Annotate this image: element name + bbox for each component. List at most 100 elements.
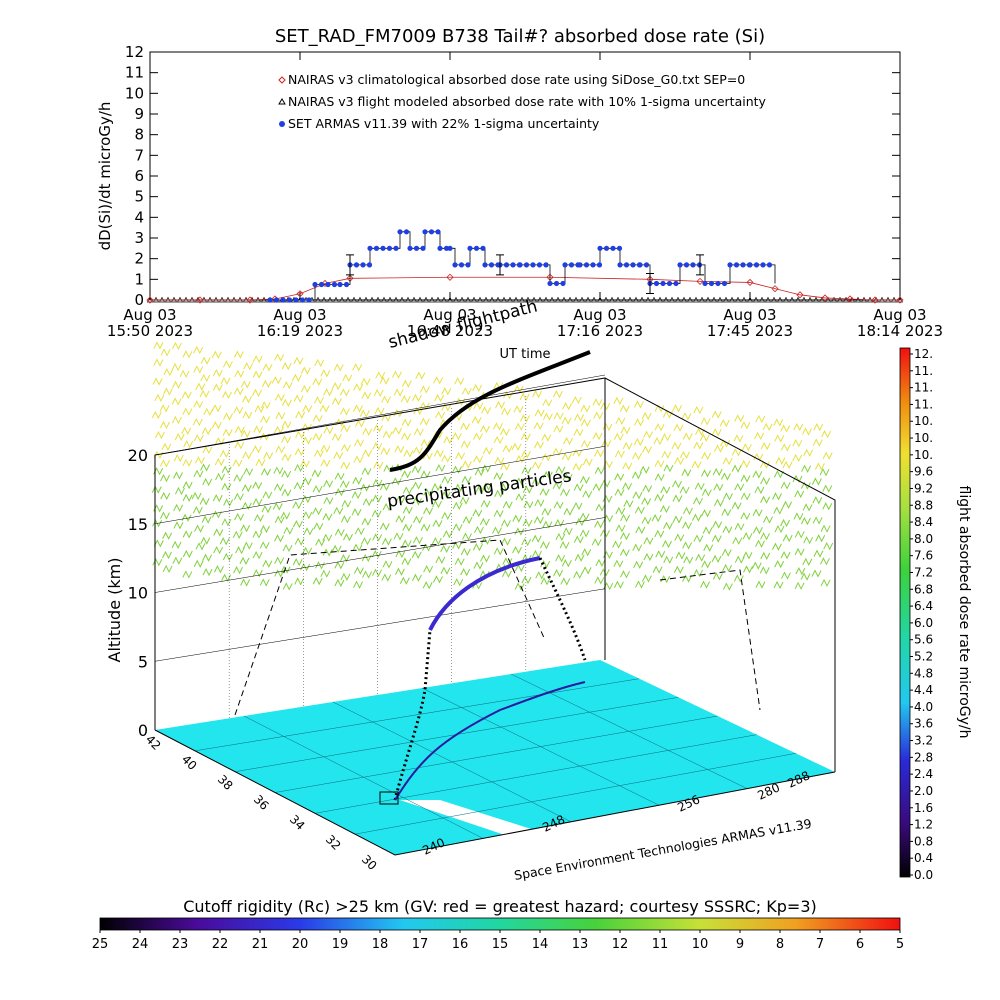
precip-mark [252, 551, 263, 560]
nairas-flight-point [704, 296, 712, 303]
nairas-flight-point [608, 296, 616, 303]
precip-mark [193, 433, 204, 443]
x-tick-date: Aug 03 [273, 306, 326, 324]
precip-mark [475, 486, 485, 495]
altitude-grid [154, 374, 606, 456]
precip-mark [339, 388, 350, 397]
precip-mark [742, 532, 753, 541]
precip-mark [454, 483, 465, 492]
rigidity-colorbar-tick-label: 24 [132, 937, 149, 952]
precip-mark [441, 475, 452, 485]
precip-mark [434, 393, 445, 403]
armas-point [560, 280, 566, 287]
precip-mark [679, 485, 690, 495]
precip-mark [654, 529, 665, 538]
latitude-tick-label: 38 [215, 772, 236, 793]
map-grid-line [274, 715, 718, 793]
rigidity-colorbar-tick-label: 11 [652, 937, 669, 952]
precip-mark [213, 545, 224, 555]
precip-mark [521, 575, 532, 585]
precip-mark [200, 463, 211, 472]
precip-mark [499, 427, 510, 437]
precip-mark [555, 532, 566, 542]
precip-mark [342, 373, 353, 383]
precip-mark [711, 534, 722, 543]
precip-mark [275, 445, 286, 454]
nairas-flight-point [686, 296, 694, 303]
precip-mark [732, 536, 743, 545]
precip-mark [331, 381, 342, 391]
dose-colorbar-label: flight absorbed dose rate microGy/h [956, 486, 972, 739]
precip-mark [561, 416, 572, 425]
precip-mark [703, 543, 714, 552]
armas-point [760, 262, 766, 268]
armas-point [447, 245, 453, 251]
precip-mark [461, 387, 472, 396]
precip-mark [221, 465, 232, 474]
precip-mark [193, 469, 204, 478]
precip-mark [702, 526, 713, 535]
precip-mark [560, 577, 571, 586]
precip-mark [340, 572, 351, 582]
precip-mark [742, 551, 753, 560]
precip-mark [274, 515, 285, 524]
precip-mark [502, 569, 512, 578]
precip-mark [235, 546, 246, 555]
precip-mark [682, 521, 692, 530]
nairas-flight-point [740, 296, 748, 303]
precip-mark [432, 519, 443, 528]
precip-mark [552, 481, 563, 490]
precip-mark [215, 472, 226, 482]
precip-mark [411, 573, 422, 582]
precip-mark [822, 502, 833, 511]
precip-mark [173, 503, 184, 512]
rigidity-colorbar-tick-label: 14 [532, 937, 549, 952]
precip-mark [232, 458, 243, 468]
nairas-flight-point [752, 296, 760, 303]
precip-mark [320, 444, 331, 453]
precip-mark [201, 515, 212, 524]
precip-mark [153, 539, 164, 548]
precip-mark [182, 530, 193, 539]
precip-mark [474, 468, 485, 477]
precip-mark [683, 506, 693, 516]
nairas-flight-point [746, 296, 754, 303]
precip-mark [353, 455, 364, 464]
precip-mark [541, 433, 552, 442]
precip-mark [323, 496, 334, 505]
armas-point [683, 262, 690, 268]
precip-mark [173, 521, 184, 530]
precip-mark [372, 478, 383, 488]
nairas-clim-point [871, 296, 879, 304]
precip-mark [595, 503, 606, 512]
nairas-flight-point [764, 296, 772, 303]
dose-colorbar-tick-label: 2.0 [914, 784, 933, 798]
precip-mark [515, 477, 526, 486]
precip-mark [413, 515, 423, 524]
armas-point [543, 262, 549, 268]
precip-mark [615, 506, 626, 516]
precip-mark [573, 428, 584, 437]
precip-mark [319, 404, 330, 413]
precip-mark [352, 363, 363, 372]
y-tick-label: 10 [125, 84, 144, 102]
precip-mark [600, 479, 611, 488]
nairas-clim-point [796, 291, 804, 299]
precip-mark [292, 520, 303, 529]
chart-title: SET_RAD_FM7009 B738 Tail#? absorbed dose… [275, 26, 765, 47]
precip-mark [333, 363, 344, 372]
nairas-flight-point [368, 296, 376, 303]
armas-point [653, 280, 660, 287]
precip-mark [402, 486, 413, 495]
precip-mark [559, 541, 570, 550]
precip-mark [441, 387, 452, 396]
precip-mark [173, 471, 183, 480]
latitude-tick-label: 34 [287, 812, 308, 833]
precip-mark [803, 448, 814, 457]
precip-mark [539, 488, 550, 497]
precip-mark [482, 446, 493, 456]
altitude-grid [154, 588, 606, 662]
precip-mark [473, 525, 484, 535]
precip-mark [775, 456, 786, 465]
precip-mark [294, 463, 305, 473]
